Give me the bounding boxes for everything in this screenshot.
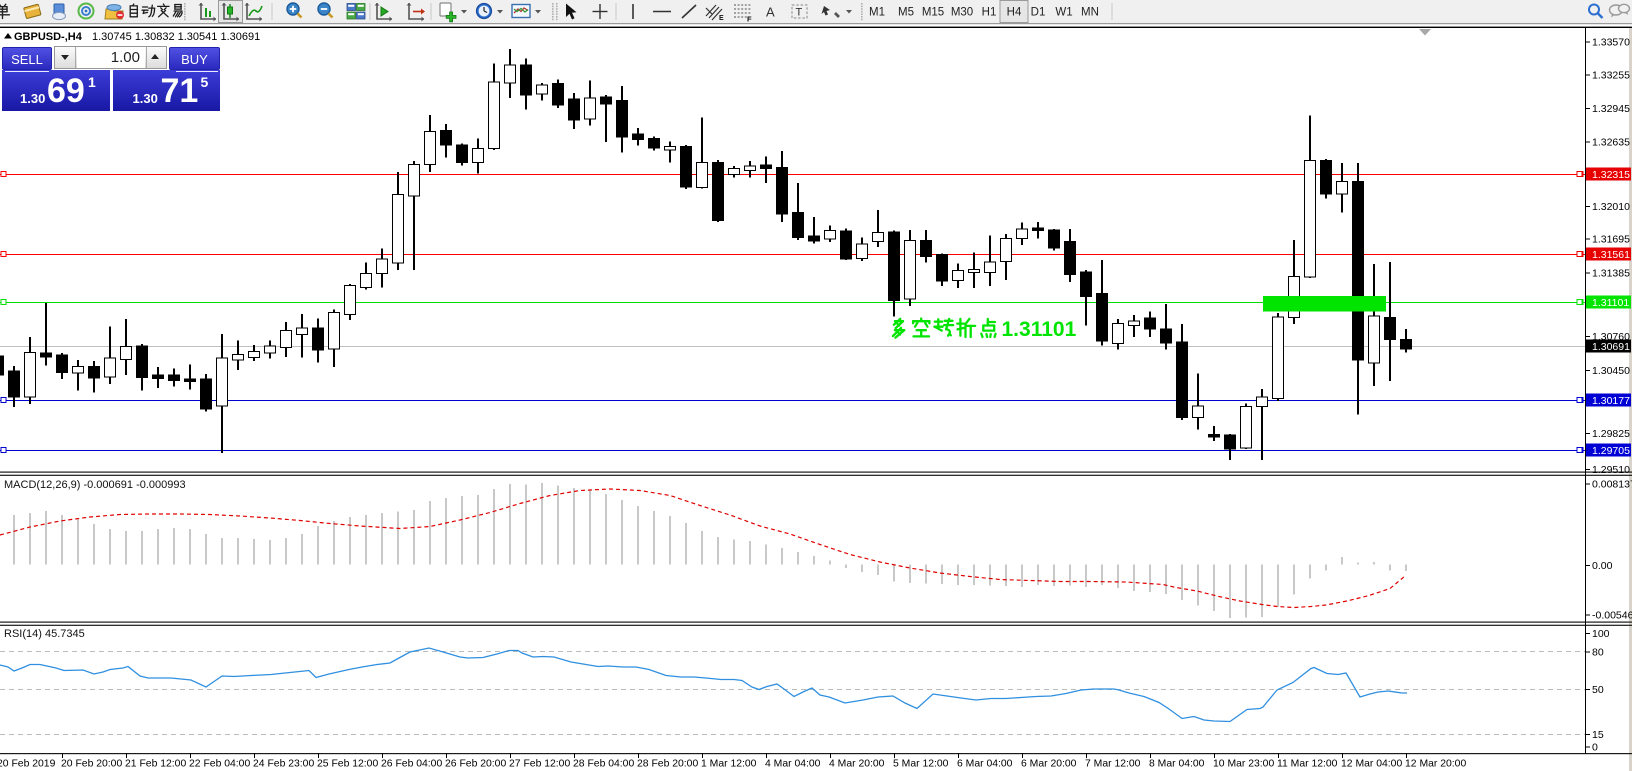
svg-text:W1: W1 — [1055, 7, 1072, 19]
svg-text:1.31695: 1.31695 — [1592, 233, 1630, 245]
svg-text:20 Feb 2019: 20 Feb 2019 — [0, 759, 56, 770]
svg-text:6 Mar 04:00: 6 Mar 04:00 — [957, 759, 1013, 770]
svg-text:5 Mar 12:00: 5 Mar 12:00 — [893, 759, 949, 770]
svg-text:H4: H4 — [1007, 7, 1022, 19]
svg-text:8 Mar 04:00: 8 Mar 04:00 — [1149, 759, 1205, 770]
svg-text:1.29510: 1.29510 — [1592, 464, 1630, 476]
svg-text:-0.005466: -0.005466 — [1592, 609, 1632, 621]
svg-text:GBPUSD-,H4: GBPUSD-,H4 — [14, 31, 83, 43]
svg-text:12 Mar 04:00: 12 Mar 04:00 — [1341, 759, 1402, 770]
svg-text:M1: M1 — [869, 7, 885, 19]
svg-text:T: T — [796, 7, 803, 19]
svg-text:1 Mar 12:00: 1 Mar 12:00 — [701, 759, 757, 770]
svg-text:12 Mar 20:00: 12 Mar 20:00 — [1405, 759, 1466, 770]
svg-text:1.30745 1.30832 1.30541 1.3069: 1.30745 1.30832 1.30541 1.30691 — [92, 31, 260, 43]
svg-text:D1: D1 — [1031, 7, 1046, 19]
svg-text:21 Feb 12:00: 21 Feb 12:00 — [125, 759, 186, 770]
svg-text:M5: M5 — [898, 7, 914, 19]
svg-text:MN: MN — [1081, 7, 1099, 19]
svg-text:7 Mar 12:00: 7 Mar 12:00 — [1085, 759, 1141, 770]
svg-text:11 Mar 12:00: 11 Mar 12:00 — [1277, 759, 1338, 770]
svg-text:28 Feb 04:00: 28 Feb 04:00 — [573, 759, 634, 770]
svg-text:1.29825: 1.29825 — [1592, 428, 1630, 440]
svg-text:RSI(14) 45.7345: RSI(14) 45.7345 — [4, 628, 85, 640]
svg-text:F: F — [747, 15, 752, 24]
svg-text:M30: M30 — [951, 7, 973, 19]
svg-text:24 Feb 23:00: 24 Feb 23:00 — [253, 759, 314, 770]
svg-text:E: E — [719, 15, 724, 22]
svg-text:4 Mar 04:00: 4 Mar 04:00 — [765, 759, 821, 770]
svg-text:26 Feb 20:00: 26 Feb 20:00 — [445, 759, 506, 770]
svg-text:M15: M15 — [922, 7, 944, 19]
svg-text:15: 15 — [1592, 729, 1604, 741]
svg-text:1.30450: 1.30450 — [1592, 365, 1630, 377]
svg-text:1.32945: 1.32945 — [1592, 103, 1630, 115]
svg-text:80: 80 — [1592, 646, 1604, 658]
svg-text:1.29705: 1.29705 — [1592, 445, 1630, 457]
svg-text:6 Mar 20:00: 6 Mar 20:00 — [1021, 759, 1077, 770]
svg-text:1.32315: 1.32315 — [1592, 169, 1630, 181]
svg-text:A: A — [766, 5, 775, 20]
svg-text:1.33255: 1.33255 — [1592, 69, 1630, 81]
svg-text:10 Mar 23:00: 10 Mar 23:00 — [1213, 759, 1274, 770]
svg-text:1.30177: 1.30177 — [1592, 395, 1630, 407]
svg-text:0.00: 0.00 — [1592, 560, 1613, 572]
svg-text:22 Feb 04:00: 22 Feb 04:00 — [189, 759, 250, 770]
svg-text:100: 100 — [1592, 628, 1610, 640]
svg-text:1.31101: 1.31101 — [1002, 318, 1077, 341]
svg-text:1.31561: 1.31561 — [1592, 249, 1630, 261]
svg-text:1.32635: 1.32635 — [1592, 136, 1630, 148]
svg-text:0.008137: 0.008137 — [1592, 478, 1632, 490]
svg-text:MACD(12,26,9) -0.000691 -0.000: MACD(12,26,9) -0.000691 -0.000993 — [4, 479, 186, 491]
svg-text:1.31101: 1.31101 — [1592, 297, 1629, 309]
svg-text:20 Feb 20:00: 20 Feb 20:00 — [61, 759, 122, 770]
svg-text:50: 50 — [1592, 684, 1604, 696]
svg-text:0: 0 — [1592, 741, 1598, 753]
svg-text:1.33570: 1.33570 — [1592, 36, 1630, 48]
svg-text:4 Mar 20:00: 4 Mar 20:00 — [829, 759, 885, 770]
svg-text:1.30691: 1.30691 — [1592, 341, 1630, 353]
svg-text:1.31385: 1.31385 — [1592, 267, 1630, 279]
svg-text:28 Feb 20:00: 28 Feb 20:00 — [637, 759, 698, 770]
svg-text:H1: H1 — [982, 7, 997, 19]
svg-text:25 Feb 12:00: 25 Feb 12:00 — [317, 759, 378, 770]
svg-text:26 Feb 04:00: 26 Feb 04:00 — [381, 759, 442, 770]
svg-text:1.32010: 1.32010 — [1592, 201, 1630, 213]
svg-text:27 Feb 12:00: 27 Feb 12:00 — [509, 759, 570, 770]
